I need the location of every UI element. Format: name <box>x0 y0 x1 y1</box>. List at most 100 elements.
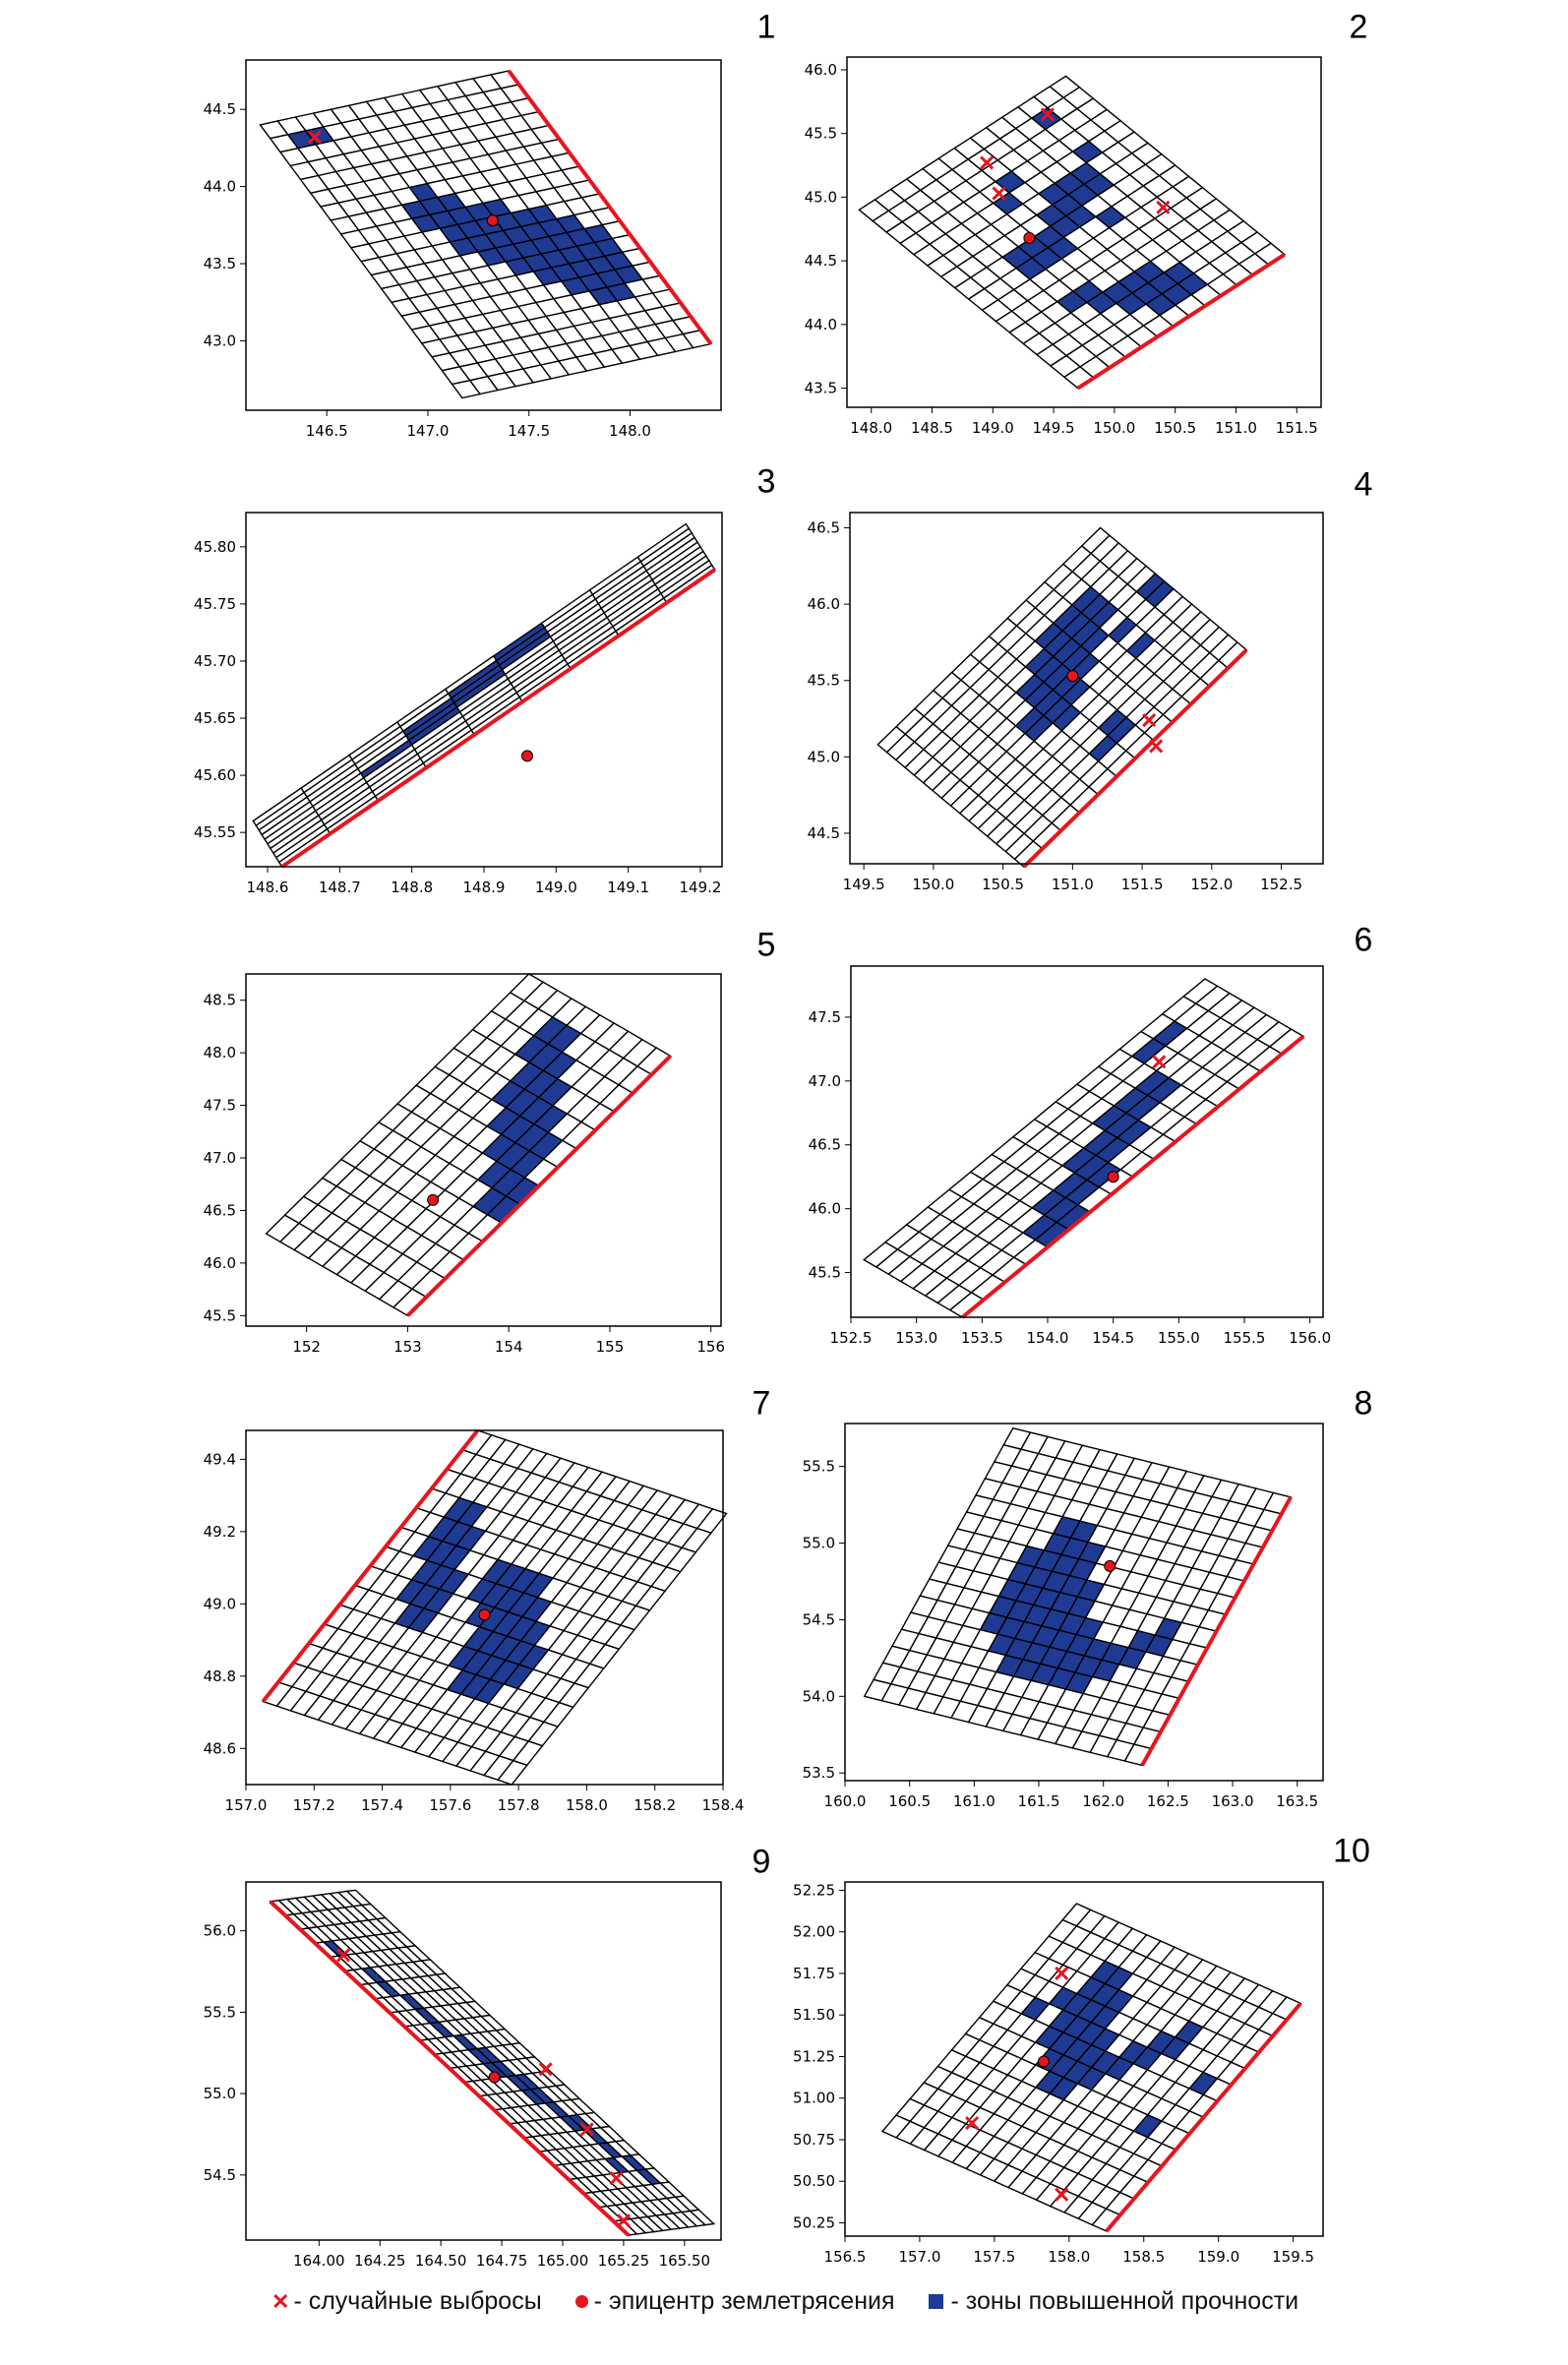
y-tick-label: 48.5 <box>204 992 236 1009</box>
panel-number: 3 <box>756 462 776 501</box>
x-tick-label: 158.2 <box>633 1796 676 1814</box>
outlier-marker <box>1142 713 1157 728</box>
y-tick-label: 45.70 <box>194 652 236 670</box>
y-tick-label: 43.5 <box>805 380 837 397</box>
y-tick-label: 45.5 <box>204 1306 236 1324</box>
x-tick-label: 155.5 <box>1224 1329 1266 1347</box>
panel-number: 7 <box>752 1384 771 1423</box>
x-tick-label: 148.0 <box>850 419 892 437</box>
panel-plot: 146.5 147.0 147.5 148.0 43.0 43.5 44.0 44.5 <box>204 59 722 440</box>
map-panel-1: 146.5 147.0 147.5 148.0 43.0 43.5 44.0 44.5 <box>204 59 722 440</box>
epicenter-marker <box>427 1193 440 1206</box>
y-tick-label: 45.0 <box>808 748 840 765</box>
y-tick-label: 50.50 <box>793 2172 835 2190</box>
panel-number: 6 <box>1354 921 1373 959</box>
x-tick-label: 148.5 <box>911 419 953 437</box>
panel-number: 9 <box>752 1843 771 1881</box>
axes-frame <box>850 965 1324 1318</box>
x-tick-label: 161.0 <box>953 1792 995 1810</box>
axes-frame <box>245 1881 722 2241</box>
panel-plot: 148.6 148.7 148.8 148.9 149.0 149.1 149.2 45.55… <box>194 512 723 896</box>
y-tick-label: 51.75 <box>793 1965 835 1982</box>
x-tick-label: 149.5 <box>843 876 885 893</box>
x-tick-label: 151.0 <box>1215 419 1257 437</box>
y-tick-label: 46.0 <box>204 1254 236 1272</box>
dot-icon <box>574 2295 588 2308</box>
x-tick-label: 161.5 <box>1018 1792 1060 1810</box>
outlier-marker <box>609 2171 624 2186</box>
x-tick-label: 157.6 <box>429 1796 471 1814</box>
panel-plot: 152.5 153.0 153.5 154.0 154.5 155.0 155.5 156.0… <box>809 965 1331 1347</box>
x-tick-label: 157.0 <box>898 2248 940 2266</box>
x-tick-label: 158.5 <box>1122 2248 1165 2266</box>
x-tick-label: 151.0 <box>1052 876 1094 893</box>
map-panel-7: 157.0 157.2 157.4 157.6 157.8 158.0 158.2 158.4… <box>204 1428 744 1814</box>
y-tick-label: 45.80 <box>194 538 236 556</box>
y-tick-label: 52.25 <box>793 1881 835 1899</box>
panel-number: 2 <box>1349 8 1368 46</box>
grid-cell <box>1217 640 1248 670</box>
outlier-marker <box>1055 2187 1069 2202</box>
y-tick-label: 54.0 <box>803 1687 835 1705</box>
x-tick-label: 157.5 <box>973 2248 1015 2266</box>
x-tick-label: 163.5 <box>1276 1792 1318 1810</box>
panel-plot: 148.0 148.5 149.0 149.5 150.0 150.5 151.0 151.5… <box>805 56 1322 437</box>
outlier-marker <box>307 130 322 145</box>
x-tick-label: 152.5 <box>1260 876 1302 893</box>
legend-epicenter: - эпицентр землетрясения <box>574 2287 895 2316</box>
fault-line <box>507 69 713 345</box>
x-tick-label: 148.7 <box>319 879 361 896</box>
panel-plot: 157.0 157.2 157.4 157.6 157.8 158.0 158.2 158.4… <box>204 1428 744 1814</box>
x-tick-label: 158.4 <box>702 1796 745 1814</box>
axes-frame <box>844 1423 1324 1782</box>
y-tick-label: 45.60 <box>194 766 236 784</box>
x-tick-label: 157.4 <box>361 1796 403 1814</box>
fault-line <box>280 568 716 869</box>
panel-plot: 160.0 160.5 161.0 161.5 162.0 162.5 163.0 163.5… <box>803 1423 1324 1810</box>
x-tick-label: 162.0 <box>1082 1792 1124 1810</box>
y-tick-label: 48.8 <box>204 1668 236 1685</box>
x-tick-label: 158.0 <box>566 1796 608 1814</box>
y-tick-label: 47.0 <box>809 1072 841 1090</box>
grid-cell <box>695 1507 728 1535</box>
x-tick-label: 152.0 <box>1190 876 1233 893</box>
y-tick-label: 53.5 <box>803 1764 835 1782</box>
x-tick-label: 163.0 <box>1212 1792 1254 1810</box>
epicenter-marker <box>1104 1559 1116 1572</box>
fault-line <box>406 1054 673 1317</box>
y-tick-label: 45.55 <box>194 823 236 841</box>
x-tick-label: 153.0 <box>895 1329 937 1347</box>
outlier-marker <box>1040 107 1055 122</box>
y-tick-label: 49.2 <box>204 1523 236 1541</box>
outlier-marker <box>336 1948 351 1963</box>
axes-frame <box>245 1429 724 1786</box>
x-tick-label: 164.25 <box>354 2252 406 2270</box>
fault-line <box>1076 252 1287 391</box>
y-tick-label: 45.75 <box>194 595 236 613</box>
axes-frame <box>844 1881 1324 2237</box>
fault-line <box>261 1428 480 1703</box>
x-tick-label: 148.0 <box>609 422 651 440</box>
x-tick-label: 165.00 <box>537 2252 589 2270</box>
y-tick-label: 46.0 <box>808 595 840 613</box>
x-tick-label: 152.5 <box>830 1329 873 1347</box>
fault-line <box>1105 2002 1302 2233</box>
axes-frame <box>245 59 722 411</box>
y-tick-label: 55.5 <box>204 2003 236 2021</box>
map-panel-4: 149.5 150.0 150.5 151.0 151.5 152.0 152.5 44.5 4… <box>808 512 1324 893</box>
y-tick-label: 49.4 <box>204 1450 236 1468</box>
x-tick-label: 165.50 <box>659 2252 711 2270</box>
y-tick-label: 55.0 <box>803 1535 835 1552</box>
y-tick-label: 46.5 <box>809 1136 841 1154</box>
square-icon <box>928 2294 943 2309</box>
y-tick-label: 55.0 <box>204 2085 236 2102</box>
x-tick-label: 155 <box>596 1338 625 1356</box>
x-tick-label: 156.5 <box>824 2248 867 2266</box>
outlier-marker <box>1156 200 1171 214</box>
fault-line <box>1140 1495 1293 1767</box>
map-panel-9: 164.00 164.25 164.50 164.75 165.00 165.25 165.… <box>204 1881 722 2270</box>
y-tick-label: 51.25 <box>793 2047 835 2065</box>
legend-outliers: ✕ - случайные выбросы <box>271 2287 542 2316</box>
map-panel-3: 148.6 148.7 148.8 148.9 149.0 149.1 149.2 45.55… <box>194 512 723 896</box>
panel-number: 4 <box>1354 465 1373 504</box>
